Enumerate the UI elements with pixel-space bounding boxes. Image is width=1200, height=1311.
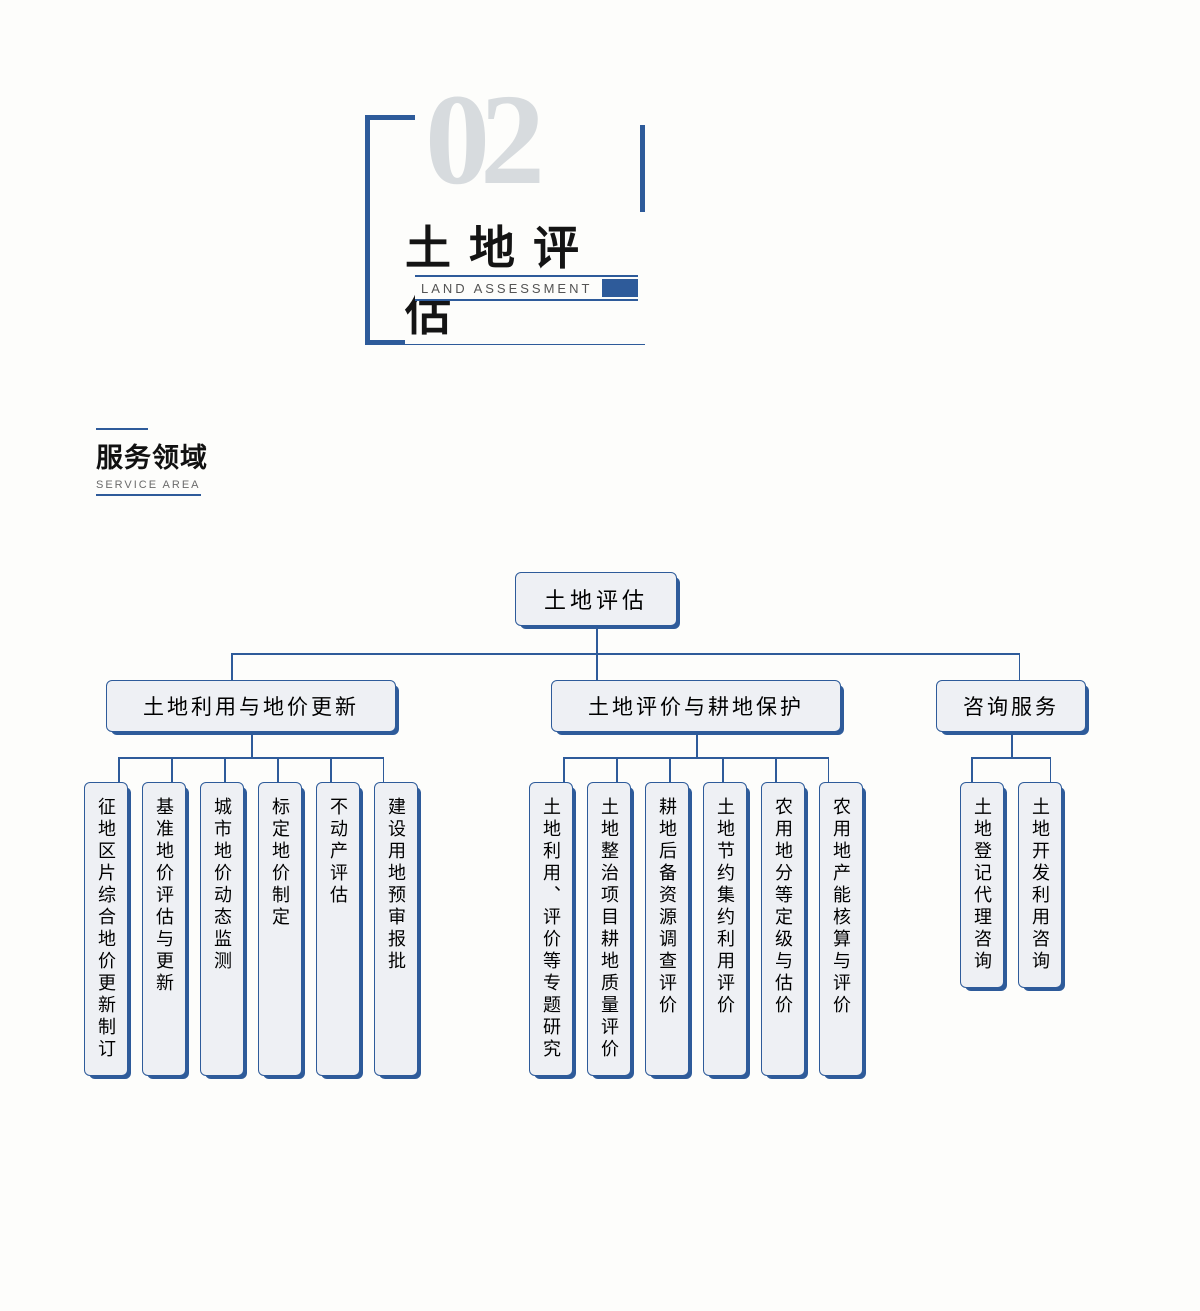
chart-leaf-node: 建设用地预审报批 (374, 782, 418, 1076)
section-number: 02 (425, 75, 535, 205)
chart-leaves-group-0: 征地区片综合地价更新制订 基准地价评估与更新 城市地价动态监测 标定地价制定 不… (84, 782, 418, 1076)
chart-leaf-node: 农用地分等定级与估价 (761, 782, 805, 1076)
chart-leaf-node: 土地节约集约利用评价 (703, 782, 747, 1076)
chart-leaf-node: 土地登记代理咨询 (960, 782, 1004, 988)
chart-group-node: 土地利用与地价更新 (106, 680, 396, 732)
chart-leaves-group-2: 土地登记代理咨询 土地开发利用咨询 (960, 782, 1062, 988)
chart-leaf-node: 基准地价评估与更新 (142, 782, 186, 1076)
heading-top-line (96, 428, 148, 430)
chart-leaves-group-1: 土地利用、评价等专题研究 土地整治项目耕地质量评价 耕地后备资源调查评价 土地节… (529, 782, 863, 1076)
header-accent-block (602, 279, 638, 297)
chart-leaf-node: 土地开发利用咨询 (1018, 782, 1062, 988)
chart-leaf-node: 不动产评估 (316, 782, 360, 1076)
chart-group-node: 咨询服务 (936, 680, 1086, 732)
chart-leaf-node: 征地区片综合地价更新制订 (84, 782, 128, 1076)
chart-root-node: 土地评估 (515, 572, 677, 626)
service-area-title-en: SERVICE AREA (96, 479, 201, 496)
service-area-heading: 服务领域 SERVICE AREA (96, 428, 208, 496)
chart-leaf-node: 农用地产能核算与评价 (819, 782, 863, 1076)
chart-leaf-node: 标定地价制定 (258, 782, 302, 1076)
section-title-en: LAND ASSESSMENT (415, 281, 598, 296)
chart-leaf-node: 土地利用、评价等专题研究 (529, 782, 573, 1076)
section-header: 02 土地评估 LAND ASSESSMENT (365, 115, 645, 345)
service-area-title-cn: 服务领域 (96, 436, 208, 475)
chart-leaf-node: 土地整治项目耕地质量评价 (587, 782, 631, 1076)
chart-group-node: 土地评价与耕地保护 (551, 680, 841, 732)
org-chart: 土地评估 土地利用与地价更新 征地区片综合地价更新制订 基准地价评估与 (96, 572, 1096, 1076)
chart-leaf-node: 耕地后备资源调查评价 (645, 782, 689, 1076)
chart-leaf-node: 城市地价动态监测 (200, 782, 244, 1076)
